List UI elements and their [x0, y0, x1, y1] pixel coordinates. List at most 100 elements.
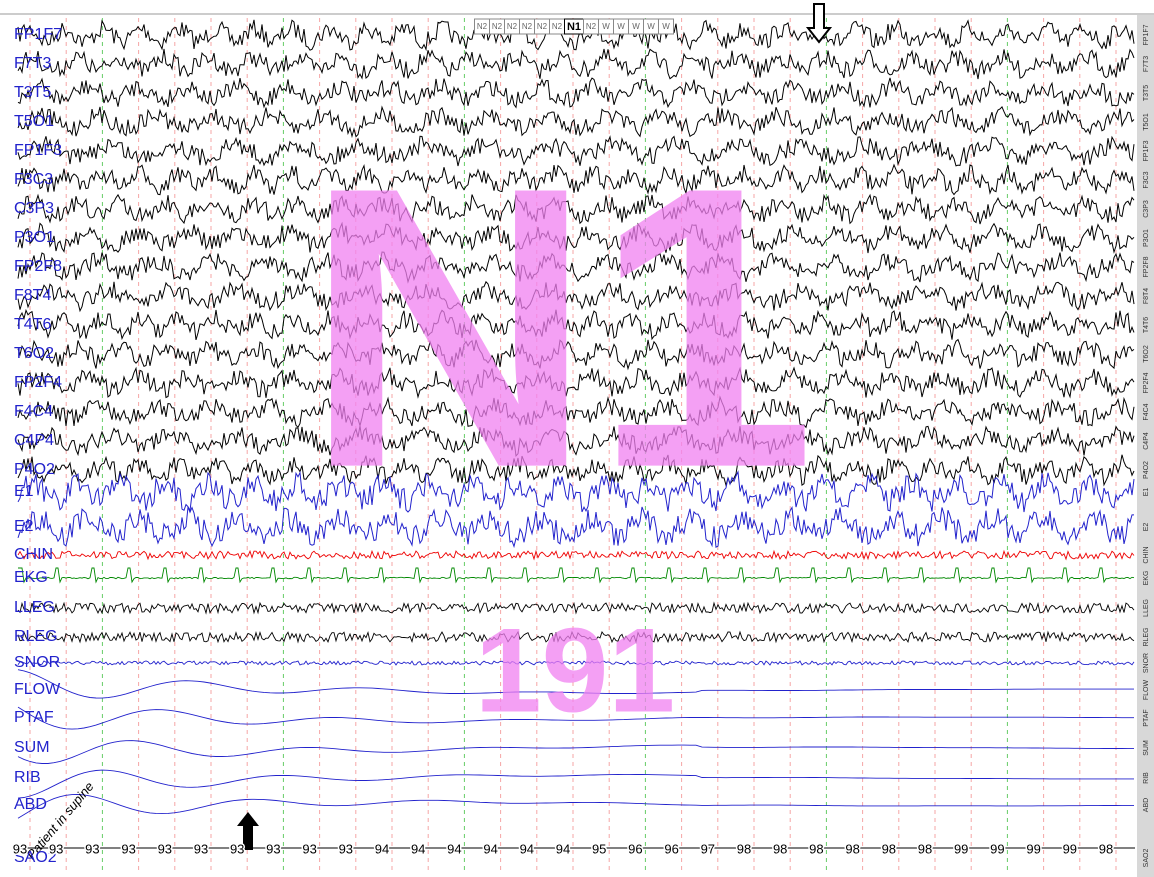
trace [17, 48, 1135, 80]
channel-label-right: EKG [1143, 571, 1150, 586]
trace [17, 454, 1135, 487]
filled-arrow [237, 812, 259, 850]
trace [17, 601, 1135, 615]
sao2-value: 94 [375, 841, 389, 856]
trace [17, 19, 1135, 52]
channel-label: ABD [14, 796, 47, 813]
channel-label: SAO2 [14, 849, 57, 866]
channel-label: T5O1 [14, 113, 54, 130]
trace [17, 706, 1134, 730]
sao2-value: 98 [918, 841, 932, 856]
epoch-label: N2 [552, 22, 563, 31]
channel-label-right: RIB [1143, 772, 1150, 784]
sao2-value: 99 [954, 841, 968, 856]
open-arrow [805, 3, 833, 44]
channel-label-right: T4T6 [1143, 317, 1150, 333]
channel-label-right: F4C4 [1143, 403, 1150, 420]
epoch-number: 191 [475, 604, 675, 738]
trace [17, 338, 1135, 371]
trace [17, 105, 1135, 139]
channel-label: T6O2 [14, 345, 54, 362]
sao2-value: 98 [773, 841, 787, 856]
channel-label: FP1F3 [14, 142, 62, 159]
trace [17, 77, 1135, 109]
sao2-value: 94 [411, 841, 425, 856]
epoch-label: N2 [522, 22, 533, 31]
sao2-value: 98 [737, 841, 751, 856]
epoch-label: N2 [586, 22, 597, 31]
channel-label-right: FLOW [1143, 680, 1150, 701]
channel-label-right: SNOR [1143, 653, 1150, 673]
channel-label: C4P4 [14, 432, 54, 449]
trace [17, 470, 1135, 513]
sao2-value: 94 [520, 841, 534, 856]
trace [17, 251, 1135, 284]
sao2-value: 98 [845, 841, 859, 856]
sao2-value: 98 [809, 841, 823, 856]
channel-label-right: SUM [1143, 740, 1150, 756]
trace [17, 425, 1135, 458]
epoch-label: N2 [507, 22, 518, 31]
channel-label-right: FP2F8 [1143, 256, 1150, 277]
sao2-value: 93 [121, 841, 135, 856]
channel-label-right: FP1F3 [1143, 140, 1150, 161]
channel-label-right: F8T4 [1143, 288, 1150, 304]
channel-label: T4T6 [14, 316, 51, 333]
channel-label: RIB [14, 769, 41, 786]
sao2-value: 93 [266, 841, 280, 856]
channel-label: RLEG [14, 628, 58, 645]
channel-label-right: C4P4 [1143, 432, 1150, 450]
epoch-label: W [662, 22, 670, 31]
channel-label-right: T6O2 [1143, 345, 1150, 363]
sao2-value: 99 [990, 841, 1004, 856]
sao2-value: 98 [882, 841, 896, 856]
trace [17, 135, 1135, 167]
trace [17, 794, 1134, 819]
channel-label-right: F7T3 [1143, 56, 1150, 72]
trace [17, 669, 1134, 699]
channel-label: F4C4 [14, 403, 53, 420]
sao2-value: 93 [13, 841, 27, 856]
epoch-label: W [647, 22, 655, 31]
trace [17, 769, 1134, 799]
channel-label: F7T3 [14, 55, 51, 72]
channel-label: CHIN [14, 546, 53, 563]
channel-label-right: FP2F4 [1143, 372, 1150, 393]
channel-label-right: P3O1 [1143, 229, 1150, 247]
sao2-value: 93 [85, 841, 99, 856]
sao2-value: 96 [628, 841, 642, 856]
channel-label-right: RLEG [1143, 627, 1150, 646]
channel-label: SNOR [14, 654, 60, 671]
channel-label-right: CHIN [1143, 546, 1150, 563]
channel-label-right: LLEG [1143, 599, 1150, 617]
epoch-label: W [632, 22, 640, 31]
channel-label: F8T4 [14, 287, 51, 304]
trace [17, 308, 1135, 341]
sao2-value: 95 [592, 841, 606, 856]
channel-label: FLOW [14, 681, 61, 698]
channel-label: LLEG [14, 599, 55, 616]
channel-label-right: F3C3 [1143, 171, 1150, 188]
channel-label-right: SAO2 [1143, 849, 1150, 868]
epoch-label: N2 [492, 22, 503, 31]
sao2-value: 93 [230, 841, 244, 856]
channel-label-right: C3P3 [1143, 200, 1150, 218]
sao2-value: 93 [49, 841, 63, 856]
sao2-value: 97 [701, 841, 715, 856]
channel-label: E2 [14, 518, 34, 535]
channel-label: T3T5 [14, 84, 51, 101]
trace [18, 567, 1135, 584]
channel-label: FP1F7 [14, 26, 62, 43]
channel-label: SUM [14, 739, 50, 756]
channel-label-right: PTAF [1143, 709, 1150, 726]
sao2-value: 99 [1063, 841, 1077, 856]
epoch-label: W [617, 22, 625, 31]
epoch-box [658, 18, 674, 35]
sao2-value: 94 [447, 841, 461, 856]
channel-label-right: FP1F7 [1143, 24, 1150, 45]
channel-label: FP2F8 [14, 258, 62, 275]
channel-label: P3O1 [14, 229, 55, 246]
channel-label: EKG [14, 569, 48, 586]
channel-label: PTAF [14, 709, 54, 726]
trace [17, 549, 1135, 561]
